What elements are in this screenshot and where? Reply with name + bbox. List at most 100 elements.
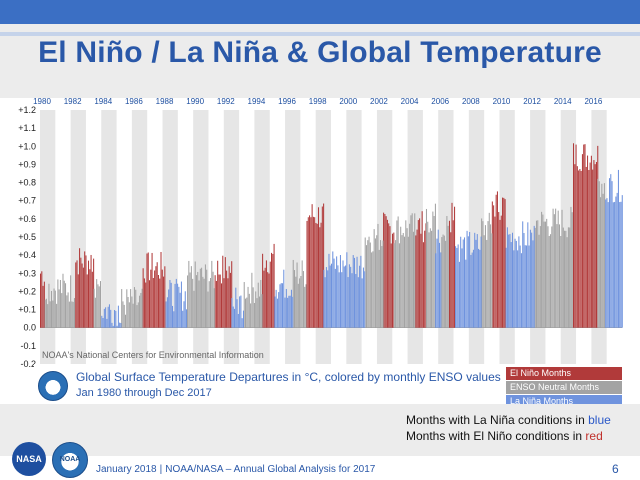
data-bar <box>226 270 228 328</box>
data-bar <box>67 292 69 328</box>
data-bar <box>155 266 157 328</box>
data-bar <box>415 235 417 328</box>
x-tick-label: 2012 <box>523 97 541 106</box>
data-bar <box>469 232 471 328</box>
data-bar <box>436 238 438 328</box>
data-bar <box>397 216 399 328</box>
data-bar <box>535 220 538 328</box>
data-bar <box>73 298 75 328</box>
data-bar <box>422 242 424 328</box>
data-bar <box>414 213 416 328</box>
data-bar <box>66 295 68 328</box>
note-la-nina: Months with La Niña conditions in blue <box>406 412 611 428</box>
data-bar <box>188 260 190 328</box>
data-bar <box>218 274 220 328</box>
x-tick-label: 2002 <box>370 97 388 106</box>
data-bar <box>240 295 242 328</box>
data-bar <box>58 289 60 328</box>
data-bar <box>445 240 447 328</box>
data-bar <box>544 221 546 328</box>
data-bar <box>443 235 445 328</box>
data-bar <box>289 295 291 328</box>
data-bar <box>276 298 278 328</box>
y-tick-label: +1.0 <box>18 141 36 151</box>
data-bar <box>84 251 86 328</box>
data-bar <box>246 297 248 328</box>
y-tick-label: -0.1 <box>20 341 36 351</box>
data-bar <box>102 317 104 328</box>
data-bar <box>183 301 185 328</box>
data-bar <box>588 169 590 328</box>
data-bar <box>333 258 335 328</box>
data-bar <box>480 236 482 328</box>
data-bar <box>164 266 166 328</box>
x-tick-label: 1980 <box>33 97 51 106</box>
data-bar <box>281 283 284 328</box>
data-bar <box>580 170 582 328</box>
x-tick-label: 1988 <box>156 97 174 106</box>
data-bar <box>528 245 530 328</box>
year-stripe <box>101 110 117 364</box>
data-bar <box>305 284 307 328</box>
data-bar <box>132 303 134 328</box>
legend-period: Jan 1980 through Dec 2017 <box>76 387 212 399</box>
data-bar <box>184 291 186 328</box>
data-bar <box>552 208 554 328</box>
data-bar <box>541 211 543 328</box>
data-bar <box>483 235 485 328</box>
data-bar <box>252 287 254 328</box>
data-bar <box>450 232 452 328</box>
data-bar <box>401 235 403 328</box>
data-bar <box>493 205 495 328</box>
data-bar <box>429 228 431 328</box>
data-bar <box>328 253 330 328</box>
data-bar <box>130 289 132 328</box>
data-bar <box>490 224 492 328</box>
legend-description: Global Surface Temperature Departures in… <box>76 370 501 384</box>
data-bar <box>199 268 201 328</box>
data-bar <box>566 237 568 328</box>
data-bar <box>614 201 616 328</box>
data-bar <box>547 226 549 328</box>
data-bar <box>508 234 510 328</box>
data-bar <box>101 315 103 328</box>
data-bar <box>201 267 203 328</box>
data-bar <box>361 278 363 328</box>
data-bar <box>234 308 236 328</box>
data-bar <box>471 252 473 328</box>
data-bar <box>357 277 359 328</box>
data-bar <box>292 259 294 328</box>
data-bar <box>520 253 522 328</box>
data-bar <box>310 217 312 328</box>
data-bar <box>42 285 44 328</box>
data-bar <box>380 240 382 328</box>
data-bar <box>607 202 609 328</box>
data-bar <box>320 222 322 328</box>
data-bar <box>244 298 247 328</box>
data-bar <box>451 202 453 328</box>
data-bar <box>203 278 205 328</box>
data-bar <box>94 297 96 328</box>
data-bar <box>378 249 380 328</box>
data-bar <box>455 246 457 328</box>
data-bar <box>615 196 617 328</box>
data-bar <box>80 257 82 328</box>
data-bar <box>353 257 356 328</box>
data-bar <box>307 217 309 328</box>
data-bar <box>352 255 354 328</box>
data-bar <box>314 217 316 328</box>
data-bar <box>362 267 364 328</box>
data-bar <box>59 279 61 328</box>
data-bar <box>263 270 265 328</box>
data-bar <box>585 166 587 328</box>
data-bar <box>120 323 122 328</box>
data-bar <box>297 283 299 328</box>
slide-title: El Niño / La Niña & Global Temperature <box>38 36 602 69</box>
data-bar <box>359 265 361 328</box>
data-bar <box>122 301 124 328</box>
data-bar <box>539 226 541 328</box>
notes-band <box>0 404 640 456</box>
data-bar <box>235 287 237 328</box>
data-bar <box>564 230 566 328</box>
data-bar <box>278 292 280 328</box>
